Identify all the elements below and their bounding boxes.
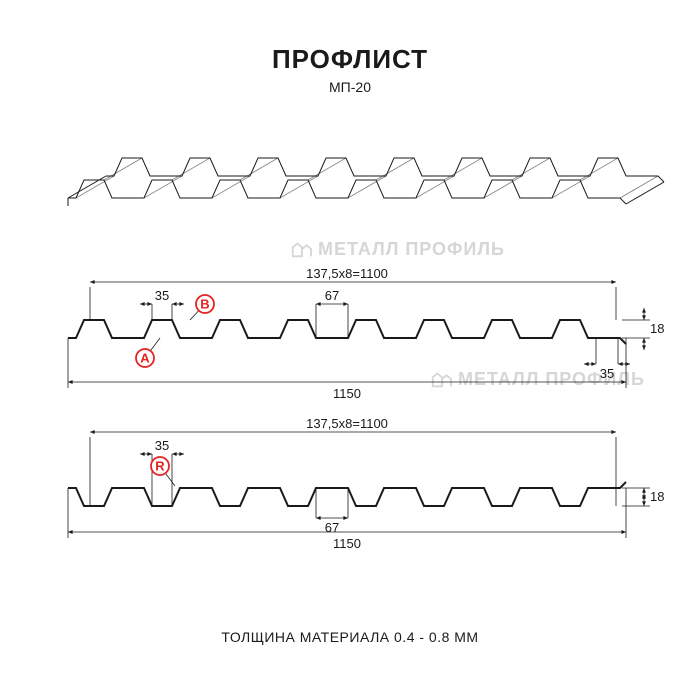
page-title: ПРОФЛИСТ xyxy=(0,0,700,75)
svg-text:35: 35 xyxy=(155,438,169,453)
watermark-logo: МЕТАЛЛ ПРОФИЛЬ xyxy=(290,238,505,260)
svg-text:35: 35 xyxy=(155,288,169,303)
page-subtitle: МП-20 xyxy=(0,79,700,95)
isometric-view xyxy=(0,140,700,230)
svg-text:18: 18 xyxy=(650,321,664,336)
svg-text:18: 18 xyxy=(650,489,664,504)
svg-text:A: A xyxy=(140,351,150,366)
svg-text:1150: 1150 xyxy=(333,536,361,551)
cross-section-1: 137,5x8=1100 1150 35 67 18 35 A B xyxy=(0,260,700,410)
svg-text:1150: 1150 xyxy=(333,386,361,401)
cross-section-2: 137,5x8=1100 1150 35 67 18 R xyxy=(0,410,700,560)
svg-text:67: 67 xyxy=(325,520,339,535)
svg-text:137,5x8=1100: 137,5x8=1100 xyxy=(306,266,388,281)
svg-text:B: B xyxy=(200,297,209,312)
svg-text:137,5x8=1100: 137,5x8=1100 xyxy=(306,416,388,431)
svg-text:35: 35 xyxy=(600,366,614,381)
svg-text:67: 67 xyxy=(325,288,339,303)
material-thickness: ТОЛЩИНА МАТЕРИАЛА 0.4 - 0.8 ММ xyxy=(0,629,700,645)
svg-text:R: R xyxy=(155,459,165,474)
